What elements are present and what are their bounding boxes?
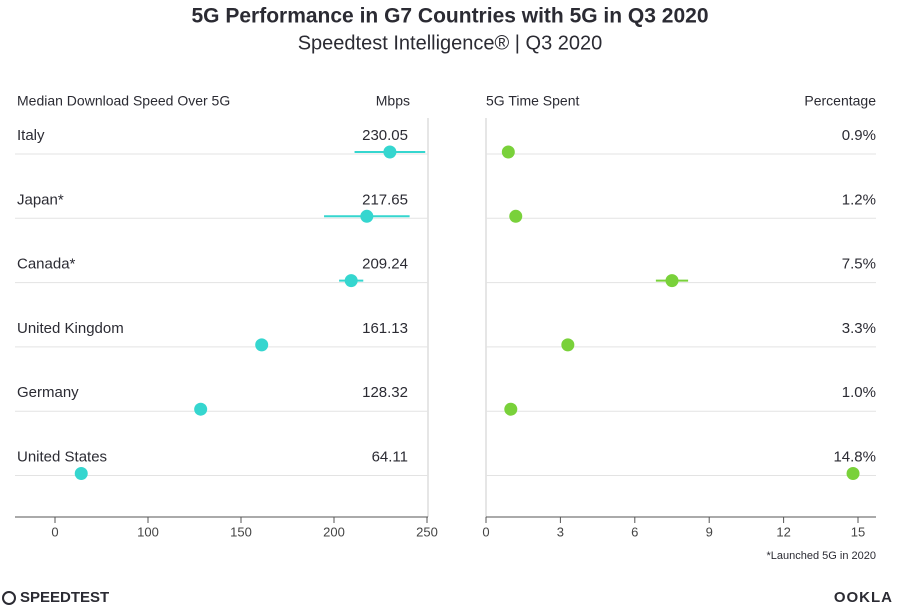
x-tick-label: 6 xyxy=(631,524,638,539)
category-label: United States xyxy=(17,448,107,465)
x-tick-label: 12 xyxy=(776,524,790,539)
dot xyxy=(504,402,518,416)
dot xyxy=(255,338,269,352)
category-label: Japan* xyxy=(17,191,64,208)
column-header: Median Download Speed Over 5G xyxy=(17,93,230,109)
value-label: 128.32 xyxy=(362,384,408,401)
dot xyxy=(561,338,575,352)
category-label: United Kingdom xyxy=(17,320,124,337)
category-label: Germany xyxy=(17,384,79,401)
column-header: 5G Time Spent xyxy=(486,93,579,109)
x-tick-label: 0 xyxy=(482,524,489,539)
dot xyxy=(383,145,397,159)
brand-icon xyxy=(2,591,16,605)
value-label: 7.5% xyxy=(842,256,876,273)
value-label: 209.24 xyxy=(362,256,408,273)
value-label: 1.2% xyxy=(842,191,876,208)
value-label: 0.9% xyxy=(842,127,876,144)
x-tick-label: 250 xyxy=(416,524,438,539)
dot xyxy=(74,467,88,480)
unit-header: Percentage xyxy=(804,93,876,109)
x-tick-label: 3 xyxy=(557,524,564,539)
category-label: Italy xyxy=(17,127,45,144)
x-tick-label: 150 xyxy=(230,524,252,539)
dot xyxy=(501,145,515,159)
value-label: 217.65 xyxy=(362,191,408,208)
dot xyxy=(194,402,208,416)
brand-left: SPEEDTEST xyxy=(20,589,109,606)
x-tick-label: 0 xyxy=(51,524,58,539)
chart-title: 5G Performance in G7 Countries with 5G i… xyxy=(192,5,709,28)
value-label: 3.3% xyxy=(842,320,876,337)
footnote: *Launched 5G in 2020 xyxy=(767,550,876,562)
category-label: Canada* xyxy=(17,256,76,273)
dot xyxy=(846,467,860,480)
value-label: 14.8% xyxy=(833,448,876,465)
value-label: 230.05 xyxy=(362,127,408,144)
chart-subtitle: Speedtest Intelligence® | Q3 2020 xyxy=(298,32,603,54)
x-tick-label: 15 xyxy=(851,524,865,539)
value-label: 64.11 xyxy=(372,448,408,465)
dot xyxy=(509,209,523,223)
dot xyxy=(665,274,679,288)
dot xyxy=(344,274,358,288)
x-tick-label: 200 xyxy=(323,524,345,539)
value-label: 1.0% xyxy=(842,384,876,401)
x-tick-label: 100 xyxy=(137,524,159,539)
unit-header: Mbps xyxy=(376,93,410,109)
x-tick-label: 9 xyxy=(706,524,713,539)
value-label: 161.13 xyxy=(362,320,408,337)
dot xyxy=(360,209,374,223)
brand-right: OOKLA xyxy=(834,589,893,606)
